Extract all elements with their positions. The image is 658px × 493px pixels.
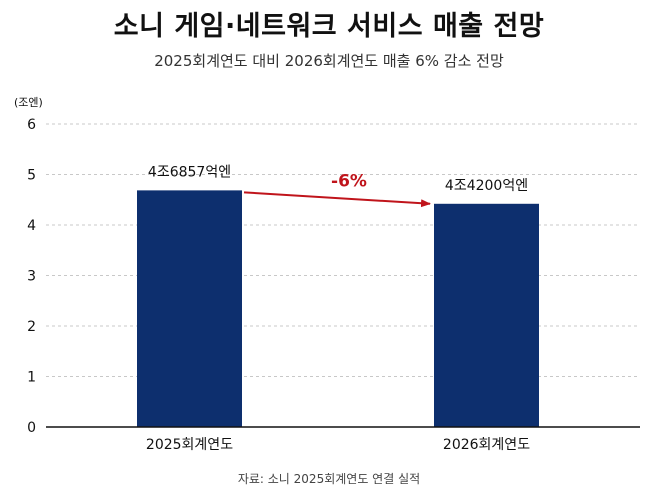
y-tick-label: 5 <box>27 168 36 184</box>
bars <box>137 190 539 427</box>
chart-subtitle: 2025회계연도 대비 2026회계연도 매출 6% 감소 전망 <box>154 52 504 70</box>
y-tick-label: 2 <box>27 319 36 335</box>
y-tick-label: 0 <box>27 420 36 436</box>
chart-title: 소니 게임·네트워크 서비스 매출 전망 <box>113 11 545 42</box>
y-tick-label: 1 <box>27 370 36 386</box>
gridlines <box>46 123 640 377</box>
y-tick-label: 6 <box>27 117 36 133</box>
y-axis-ticks: 0 1 2 3 4 5 6 <box>27 117 36 436</box>
category-label: 2025회계연도 <box>146 437 233 453</box>
category-label: 2026회계연도 <box>443 437 530 453</box>
y-tick-label: 3 <box>27 269 36 285</box>
data-labels: 4조6857억엔 4조4200억엔 <box>148 164 528 193</box>
x-axis-categories: 2025회계연도 2026회계연도 <box>146 437 530 453</box>
source-note: 자료: 소니 2025회계연도 연결 실적 <box>237 472 421 486</box>
change-annotation: -6% <box>331 171 367 191</box>
bar <box>137 190 242 427</box>
data-label: 4조4200억엔 <box>445 178 528 194</box>
y-tick-label: 4 <box>27 218 36 234</box>
data-label: 4조6857억엔 <box>148 164 231 180</box>
decrease-arrow <box>243 191 431 208</box>
bar <box>434 203 539 427</box>
y-axis-unit-label: (조엔) <box>14 96 43 109</box>
